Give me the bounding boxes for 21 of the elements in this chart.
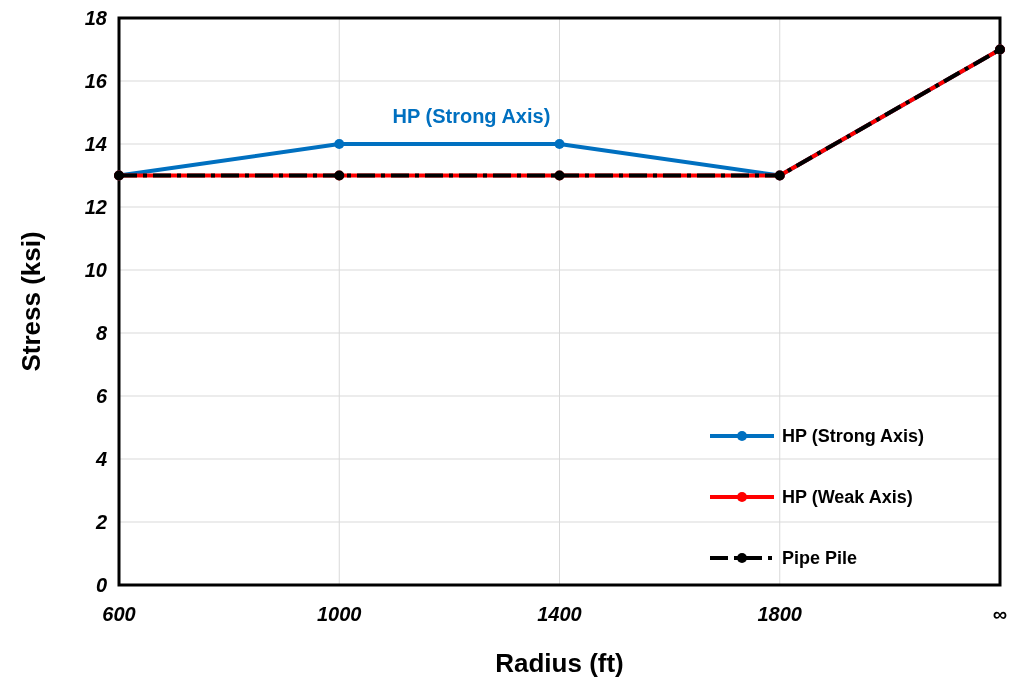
y-tick-label: 4	[94, 448, 107, 470]
legend-label: Pipe Pile	[782, 548, 858, 569]
y-tick-label: 8	[95, 322, 108, 344]
x-tick-label: ∞	[992, 603, 1008, 625]
x-tick-label: 1000	[317, 603, 362, 625]
y-tick-label: 2	[94, 511, 107, 533]
x-axis-title: Radius (ft)	[495, 648, 624, 678]
y-tick-label: 18	[84, 7, 108, 29]
legend-label: HP (Strong Axis)	[782, 426, 925, 447]
x-tick-label: 1400	[537, 603, 582, 625]
y-tick-label: 16	[84, 70, 108, 92]
annotation: HP (Strong Axis)	[392, 104, 551, 127]
y-tick-label: 0	[95, 574, 107, 596]
x-tick-label: 1800	[757, 603, 802, 625]
y-tick-label: 14	[84, 133, 107, 155]
y-tick-label: 6	[95, 385, 108, 407]
y-axis-title: Stress (ksi)	[16, 231, 46, 372]
y-tick-label: 12	[84, 196, 107, 218]
x-tick-label: 600	[102, 603, 136, 625]
legend-label: HP (Weak Axis)	[782, 487, 913, 508]
y-tick-label: 10	[84, 259, 107, 281]
